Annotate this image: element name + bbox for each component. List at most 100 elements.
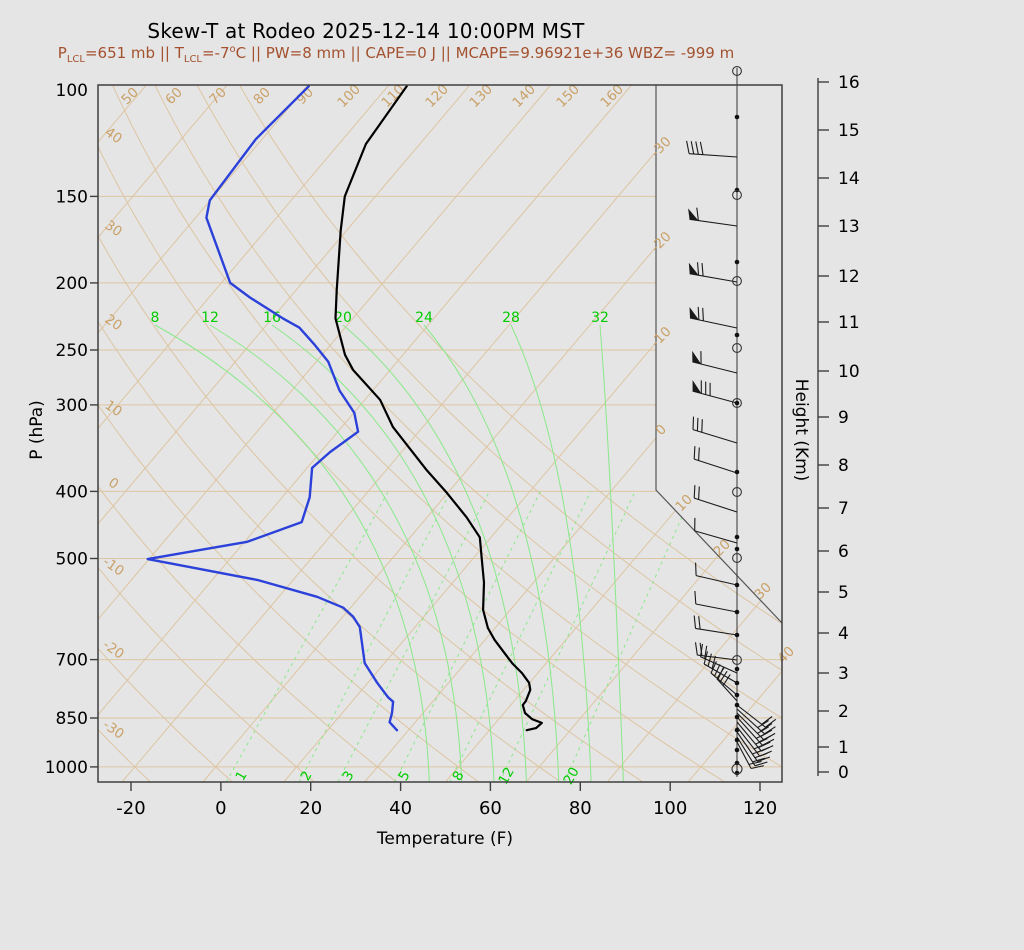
- wind-level-dot: [734, 702, 740, 708]
- wind-barb-column: [686, 66, 777, 777]
- wind-level-dot: [734, 469, 740, 475]
- wind-barb-tick: [704, 645, 708, 659]
- isotherm-label-diagonal: 30: [751, 579, 774, 602]
- wind-barb-shaft: [736, 708, 765, 735]
- wind-barb-pennant: [692, 380, 702, 394]
- wind-barb-tick: [698, 447, 700, 461]
- isotherm-line: [98, 85, 471, 782]
- isotherm-label-top: 140: [509, 81, 539, 111]
- wind-barb-tick: [697, 306, 700, 320]
- wind-barb-tick: [722, 674, 731, 686]
- wind-level-dot: [734, 187, 740, 193]
- wind-barb-tick: [754, 752, 768, 759]
- height-axis-label: Height (Km): [791, 378, 811, 482]
- wind-level-dot: [734, 737, 740, 743]
- subtitle-part: =-7: [201, 44, 230, 62]
- moist-adiabat-line: [271, 324, 495, 782]
- dry-adiabat-line: [98, 85, 561, 782]
- temperature-tick-label: 0: [215, 798, 226, 819]
- temperature-axis-label: Temperature (F): [376, 829, 514, 849]
- subtitle-part: LCL: [66, 54, 85, 65]
- wind-level-dot: [734, 666, 740, 672]
- subtitle-part: P: [57, 44, 67, 62]
- isotherm-label-right: 0: [652, 421, 669, 438]
- wind-barb-tick: [757, 756, 771, 763]
- dry-adiabat-line: [98, 85, 479, 782]
- mixing-ratio-line: [394, 491, 541, 782]
- dry-adiabat-line: [107, 85, 782, 782]
- pressure-tick-label: 500: [56, 549, 88, 569]
- wind-barb-tick: [699, 642, 703, 656]
- dry-adiabat-line: [233, 85, 782, 782]
- wind-level-dot: [734, 114, 740, 120]
- mixing-ratio-line: [337, 491, 490, 782]
- height-tick-label: 13: [838, 217, 860, 237]
- wind-barb-tick: [750, 765, 764, 770]
- wind-barb-shaft: [689, 153, 738, 158]
- temperature-tick-label: -20: [116, 798, 145, 819]
- wind-barb-tick: [748, 760, 762, 765]
- isotherm-line: [283, 85, 782, 782]
- plot-border: [97, 84, 783, 783]
- wind-barb-tick: [752, 748, 765, 755]
- wind-barb-tick: [696, 262, 700, 276]
- wind-barb-tick: [764, 726, 776, 735]
- mixing-ratio-line: [298, 491, 452, 782]
- moist-adiabat-line: [154, 324, 430, 782]
- height-tick-label: 10: [838, 362, 860, 382]
- wind-barb-tick: [693, 485, 696, 499]
- wind-barb-shaft: [692, 429, 738, 444]
- dry-adiabat-label-left: 40: [102, 124, 125, 147]
- wind-barb-tick: [699, 141, 704, 155]
- wind-barb-tick: [695, 141, 699, 155]
- wind-barb-pennant: [692, 350, 702, 364]
- isotherm-label-right: -10: [648, 324, 675, 351]
- wind-barb-shaft: [700, 656, 738, 674]
- temperature-tick-label: 60: [479, 798, 502, 819]
- moist-adiabat-line: [209, 324, 463, 782]
- wind-level-dot: [734, 692, 740, 698]
- isotherm-line: [98, 85, 632, 782]
- dry-adiabat-label-left: 20: [102, 311, 125, 334]
- height-tick-label: 1: [838, 738, 849, 758]
- wind-barb-tick: [711, 655, 716, 669]
- wind-barb-tick: [765, 718, 777, 728]
- moist-adiabat-label: 8: [151, 310, 160, 326]
- moist-adiabat-label: 12: [201, 310, 219, 326]
- wind-barb-tick: [719, 670, 728, 683]
- pressure-tick-label: 300: [56, 396, 88, 416]
- height-tick-label: 12: [838, 267, 860, 287]
- pressure-tick-label: 150: [56, 187, 88, 207]
- wind-barb-tick: [714, 664, 721, 677]
- isotherm-label-top: 80: [250, 84, 273, 107]
- wind-level-dot: [734, 582, 740, 588]
- wind-level-circle: [732, 398, 742, 408]
- wind-level-dot: [734, 714, 740, 720]
- wind-barb-tick: [695, 562, 697, 576]
- height-tick-label: 5: [838, 583, 849, 603]
- wind-level-circle: [731, 763, 743, 775]
- dry-adiabat-label-left: -10: [100, 554, 127, 580]
- isotherm-label-top: 70: [206, 84, 229, 107]
- wind-level-circle: [732, 343, 742, 353]
- dry-adiabat-line: [191, 85, 782, 782]
- wind-barb-shaft: [695, 603, 738, 613]
- temperature-trace: [334, 85, 543, 732]
- wind-barb-tick: [698, 486, 700, 500]
- wind-barb-tick: [696, 417, 699, 431]
- wind-barb-tick: [757, 720, 769, 729]
- mixing-ratio-line: [449, 491, 592, 782]
- moist-adiabat-line: [342, 324, 527, 782]
- wind-level-dot: [734, 259, 740, 265]
- wind-barb-tick: [690, 141, 695, 155]
- moist-adiabat-line: [510, 324, 592, 782]
- dry-adiabat-line: [98, 85, 151, 782]
- pressure-tick-label: 200: [56, 274, 88, 294]
- temperature-tick-label: 40: [389, 798, 412, 819]
- wind-level-circle: [732, 66, 742, 76]
- wind-barb-tick: [753, 743, 767, 750]
- isotherm-label-top: 130: [466, 81, 496, 111]
- wind-barb-shaft: [694, 497, 738, 513]
- isotherm-line: [526, 85, 782, 782]
